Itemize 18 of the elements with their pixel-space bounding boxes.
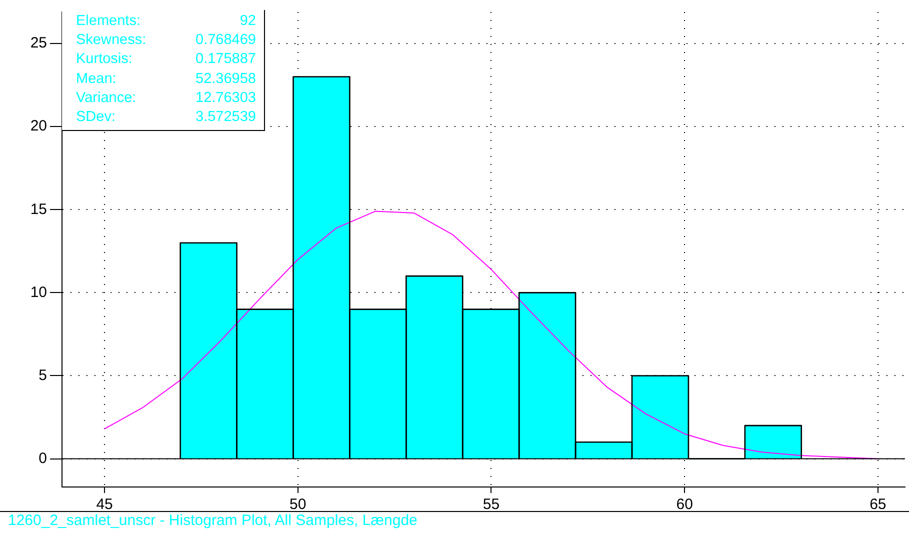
x-tick-label: 45 <box>96 496 113 514</box>
text: Mean: 52.36958 <box>76 70 256 87</box>
text: Kurtosis: 0.175887 <box>76 51 256 68</box>
y-tick-label: 10 <box>30 284 47 301</box>
x-tick-label: 50 <box>290 496 306 514</box>
text: 1260_2_samlet_unscr - Histogram Plot, All Samples, Længde <box>8 512 418 529</box>
y-tick-label: 0 <box>38 450 47 467</box>
text: Elements: 92 <box>76 13 256 29</box>
text: Skewness: 0.768469 <box>76 32 256 48</box>
x-tick-label: 60 <box>676 496 693 514</box>
y-tick-label: 25 <box>30 34 47 52</box>
y-tick-label: 15 <box>30 200 47 218</box>
y-tick-label: 20 <box>30 118 47 135</box>
y-tick-label: 5 <box>38 366 47 384</box>
x-tick-label: 55 <box>482 496 500 514</box>
x-tick-label: 65 <box>870 496 886 514</box>
text: SDev: 3.572539 <box>76 109 256 126</box>
text: Variance: 12.76303 <box>76 90 256 106</box>
